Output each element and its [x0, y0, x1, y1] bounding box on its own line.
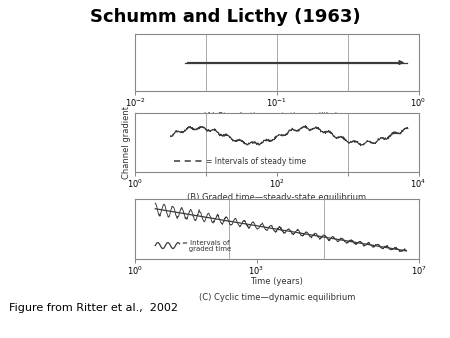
Text: = Intervals of steady time: = Intervals of steady time [206, 156, 306, 166]
X-axis label: (A) Steady time—static equilibrium: (A) Steady time—static equilibrium [203, 112, 351, 121]
Text: Time (years): Time (years) [250, 277, 303, 287]
X-axis label: (B) Graded time—steady-state equilibrium: (B) Graded time—steady-state equilibrium [187, 193, 366, 202]
Text: = Intervals of: = Intervals of [181, 240, 229, 246]
Text: Figure from Ritter et al.,  2002: Figure from Ritter et al., 2002 [9, 303, 178, 313]
Text: Schumm and Licthy (1963): Schumm and Licthy (1963) [90, 8, 360, 26]
Y-axis label: Channel gradient: Channel gradient [122, 106, 131, 179]
X-axis label: (C) Cyclic time—dynamic equilibrium: (C) Cyclic time—dynamic equilibrium [198, 293, 355, 302]
Text: graded time: graded time [181, 246, 231, 252]
